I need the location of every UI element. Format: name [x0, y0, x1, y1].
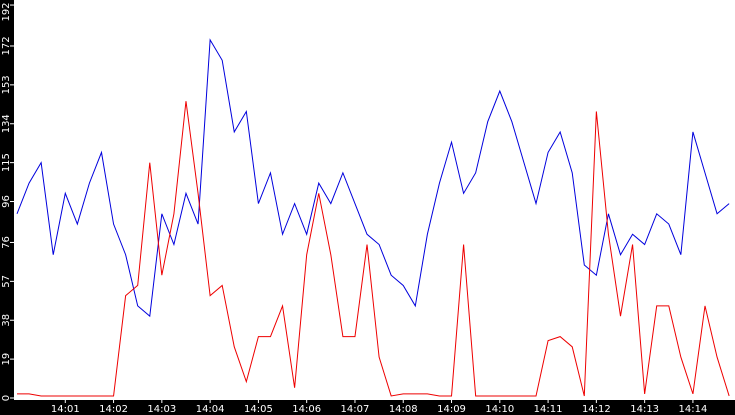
y-tick-label: 192: [1, 2, 12, 21]
x-tick-label: 14:06: [292, 404, 321, 415]
y-tick-label: 134: [1, 114, 12, 133]
y-tick-label: 172: [1, 36, 12, 55]
x-tick-label: 14:01: [51, 404, 80, 415]
x-tick-label: 14:03: [147, 404, 176, 415]
x-tick-label: 14:10: [485, 404, 514, 415]
y-tick-label: 96: [1, 195, 12, 208]
y-tick-label: 76: [1, 236, 12, 249]
x-tick-label: 14:07: [341, 404, 370, 415]
x-tick-label: 14:13: [630, 404, 659, 415]
y-tick-label: 153: [1, 75, 12, 94]
y-tick-label: 115: [1, 153, 12, 172]
x-tick-label: 14:05: [244, 404, 273, 415]
x-tick-label: 14:14: [679, 404, 708, 415]
x-tick-label: 14:04: [196, 404, 225, 415]
series-line: [17, 101, 730, 397]
x-tick-label: 14:12: [582, 404, 611, 415]
x-tick-label: 14:08: [389, 404, 418, 415]
x-tick-label: 14:09: [437, 404, 466, 415]
y-axis-band: [0, 0, 14, 415]
x-tick-label: 14:11: [534, 404, 563, 415]
y-tick-label: 0: [1, 395, 12, 401]
y-tick-label: 57: [1, 275, 12, 288]
x-axis-band: [0, 400, 735, 415]
y-tick-label: 19: [1, 353, 12, 366]
x-tick-label: 14:02: [99, 404, 128, 415]
y-tick-label: 38: [1, 314, 12, 327]
series-line: [16, 38, 730, 318]
